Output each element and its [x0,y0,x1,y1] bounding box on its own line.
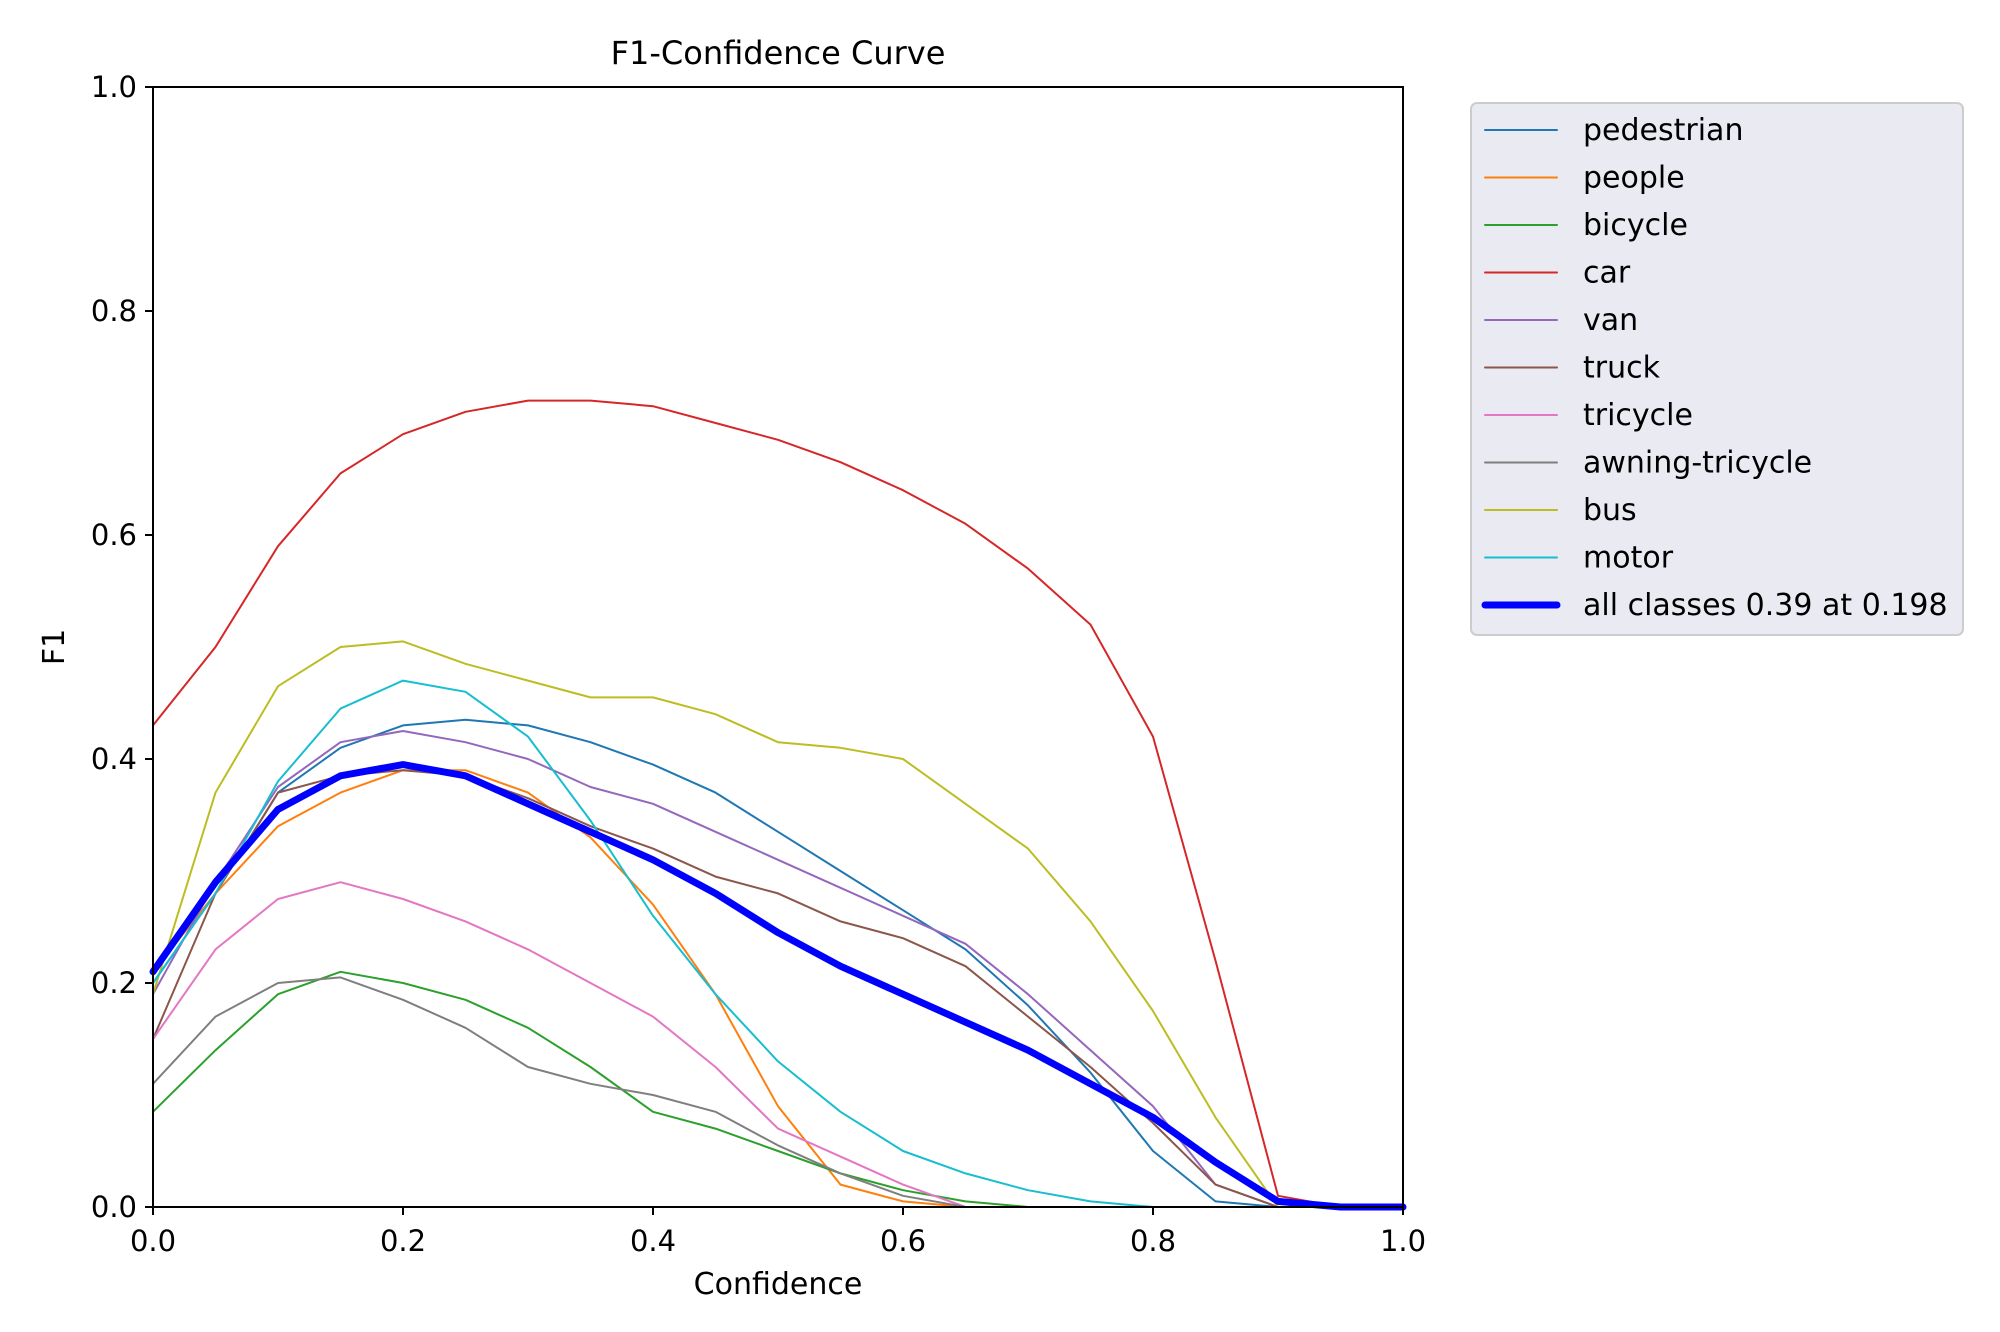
legend-box [1470,102,1964,636]
series-line-pedestrian [152,718,1404,1208]
y-tick-label: 0.4 [91,742,137,776]
legend-label-truck: truck [1583,351,1661,386]
legend-label-bus: bus [1583,493,1637,528]
legend-label-car: car [1583,256,1631,291]
legend-label-awning-tricycle: awning-tricycle [1583,446,1812,481]
x-tick-label: 1.0 [1380,1224,1426,1258]
y-axis: 0.0 0.2 0.4 0.6 0.8 1.0 [91,70,153,1224]
x-tick-label: 0.2 [380,1224,426,1258]
x-axis-label: Confidence [694,1267,863,1302]
series-line-bus [152,640,1404,1208]
legend-label-motor: motor [1583,541,1674,576]
series-line-van [152,730,1404,1208]
legend-label-pedestrian: pedestrian [1583,113,1743,148]
x-tick-label: 0.0 [130,1224,176,1258]
y-tick-label: 0.0 [91,1190,137,1224]
chart-title: F1-Confidence Curve [611,34,946,72]
legend-label-van: van [1583,303,1638,338]
legend-label-people: people [1583,161,1685,196]
series-line-car [152,399,1404,1208]
y-tick-label: 0.8 [91,294,137,328]
y-axis-label: F1 [37,629,72,665]
y-tick-label: 0.6 [91,518,137,552]
legend-label-all-classes-0-39-at-0-198: all classes 0.39 at 0.198 [1583,588,1948,623]
legend-label-tricycle: tricycle [1583,398,1693,433]
y-tick-label: 0.2 [91,966,137,1000]
y-tick-label: 1.0 [91,70,137,104]
x-axis: 0.0 0.2 0.4 0.6 0.8 1.0 [130,1207,1426,1258]
x-tick-label: 0.6 [880,1224,926,1258]
x-tick-label: 0.4 [630,1224,676,1258]
legend: pedestrian people bicycle car van truck tricyc… [1470,102,1964,636]
x-tick-label: 0.8 [1130,1224,1176,1258]
series-line-all-classes-0-39-at-0-198 [149,761,1407,1211]
plot-frame [152,86,1404,1208]
legend-label-bicycle: bicycle [1583,208,1688,243]
